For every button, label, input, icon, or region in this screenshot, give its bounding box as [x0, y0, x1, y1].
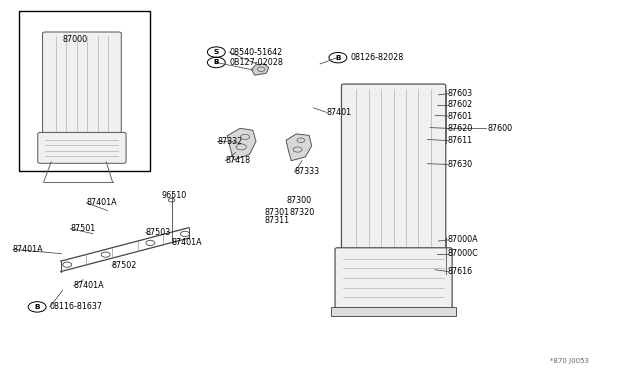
Text: 87401A: 87401A	[172, 238, 202, 247]
Text: 08126-82028: 08126-82028	[351, 53, 404, 62]
Polygon shape	[227, 128, 256, 160]
Text: 08116-81637: 08116-81637	[50, 302, 103, 311]
Text: 87000A: 87000A	[448, 235, 479, 244]
Text: 87418: 87418	[225, 156, 250, 165]
Bar	[332, 307, 456, 316]
Text: 87401A: 87401A	[86, 198, 117, 207]
Polygon shape	[286, 134, 312, 161]
Text: 87600: 87600	[488, 124, 513, 133]
Text: 87602: 87602	[448, 100, 473, 109]
Text: 87301: 87301	[264, 208, 289, 217]
Text: *870 J0053: *870 J0053	[550, 358, 589, 364]
Text: 08540-51642: 08540-51642	[229, 48, 282, 57]
FancyBboxPatch shape	[38, 132, 126, 163]
Text: B: B	[35, 304, 40, 310]
Text: 87000: 87000	[62, 35, 87, 44]
Text: 87503: 87503	[146, 228, 171, 237]
Text: 87000C: 87000C	[448, 249, 479, 258]
Text: 87611: 87611	[448, 136, 473, 145]
Text: 87501: 87501	[70, 224, 95, 233]
Text: 87332: 87332	[218, 137, 243, 146]
Text: 96510: 96510	[162, 191, 187, 200]
Polygon shape	[252, 64, 269, 75]
FancyBboxPatch shape	[342, 84, 445, 251]
Text: 87401: 87401	[326, 108, 351, 117]
Text: 87630: 87630	[448, 160, 473, 169]
Text: 87320: 87320	[290, 208, 315, 217]
Text: 0B127-02028: 0B127-02028	[229, 58, 283, 67]
Text: B: B	[335, 55, 340, 61]
Text: 87311: 87311	[264, 216, 289, 225]
Text: 87401A: 87401A	[13, 245, 44, 254]
FancyBboxPatch shape	[335, 248, 452, 308]
Text: 87601: 87601	[448, 112, 473, 121]
Text: 87300: 87300	[287, 196, 312, 205]
Text: 87620: 87620	[448, 124, 473, 133]
Text: 87502: 87502	[112, 262, 138, 270]
Text: S: S	[214, 49, 219, 55]
Text: 87603: 87603	[448, 89, 473, 98]
Text: B: B	[214, 60, 219, 65]
Bar	[19, 11, 150, 171]
Text: 87401A: 87401A	[74, 281, 104, 290]
Text: 87333: 87333	[294, 167, 319, 176]
Text: 87616: 87616	[448, 267, 473, 276]
FancyBboxPatch shape	[42, 32, 122, 135]
